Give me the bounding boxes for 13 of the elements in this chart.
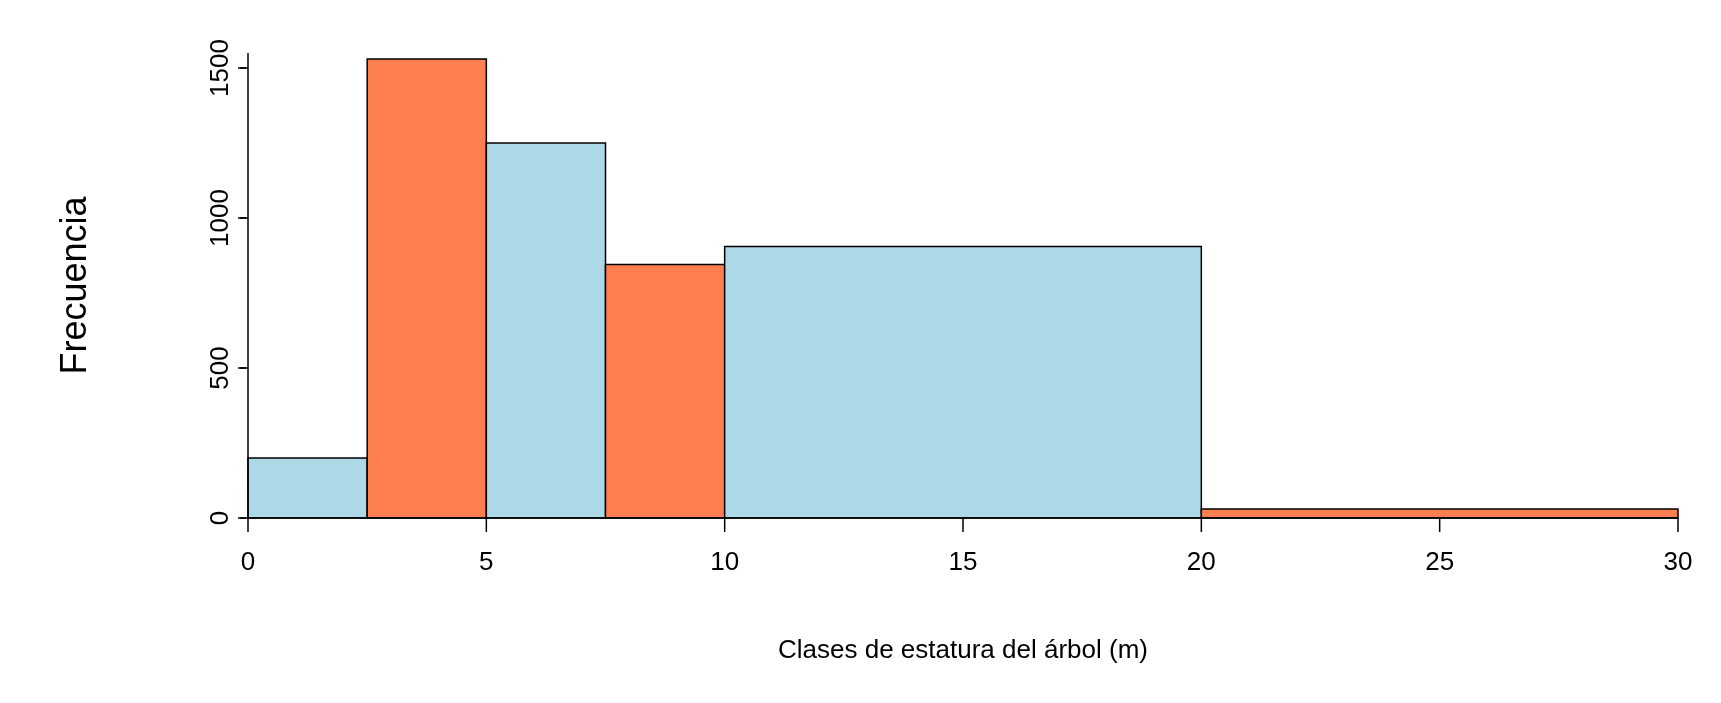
- x-tick-label: 25: [1425, 546, 1455, 577]
- x-tick-label: 0: [240, 546, 256, 577]
- y-axis-title: Frecuencia: [52, 195, 94, 375]
- x-tick-label: 30: [1663, 546, 1693, 577]
- x-tick-label: 10: [710, 546, 740, 577]
- y-tick-label: 1500: [204, 39, 234, 97]
- x-tick-label: 20: [1186, 546, 1216, 577]
- y-tick-label: 0: [204, 510, 234, 526]
- y-tick-label: 1000: [204, 189, 234, 247]
- x-tick-label: 15: [948, 546, 978, 577]
- x-axis-title: Clases de estatura del árbol (m): [778, 634, 1148, 664]
- x-tick-label: 5: [479, 546, 494, 577]
- y-tick-label: 500: [204, 346, 234, 390]
